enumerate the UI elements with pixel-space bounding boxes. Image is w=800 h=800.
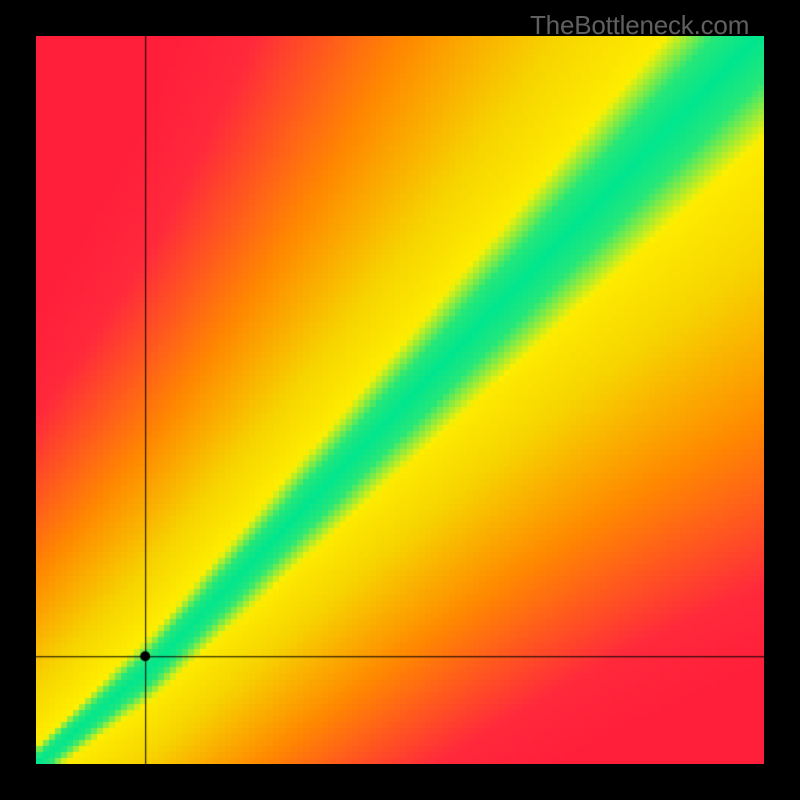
bottleneck-heatmap	[36, 36, 764, 764]
watermark-label: TheBottleneck.com	[530, 10, 749, 41]
heatmap-canvas	[36, 36, 764, 764]
